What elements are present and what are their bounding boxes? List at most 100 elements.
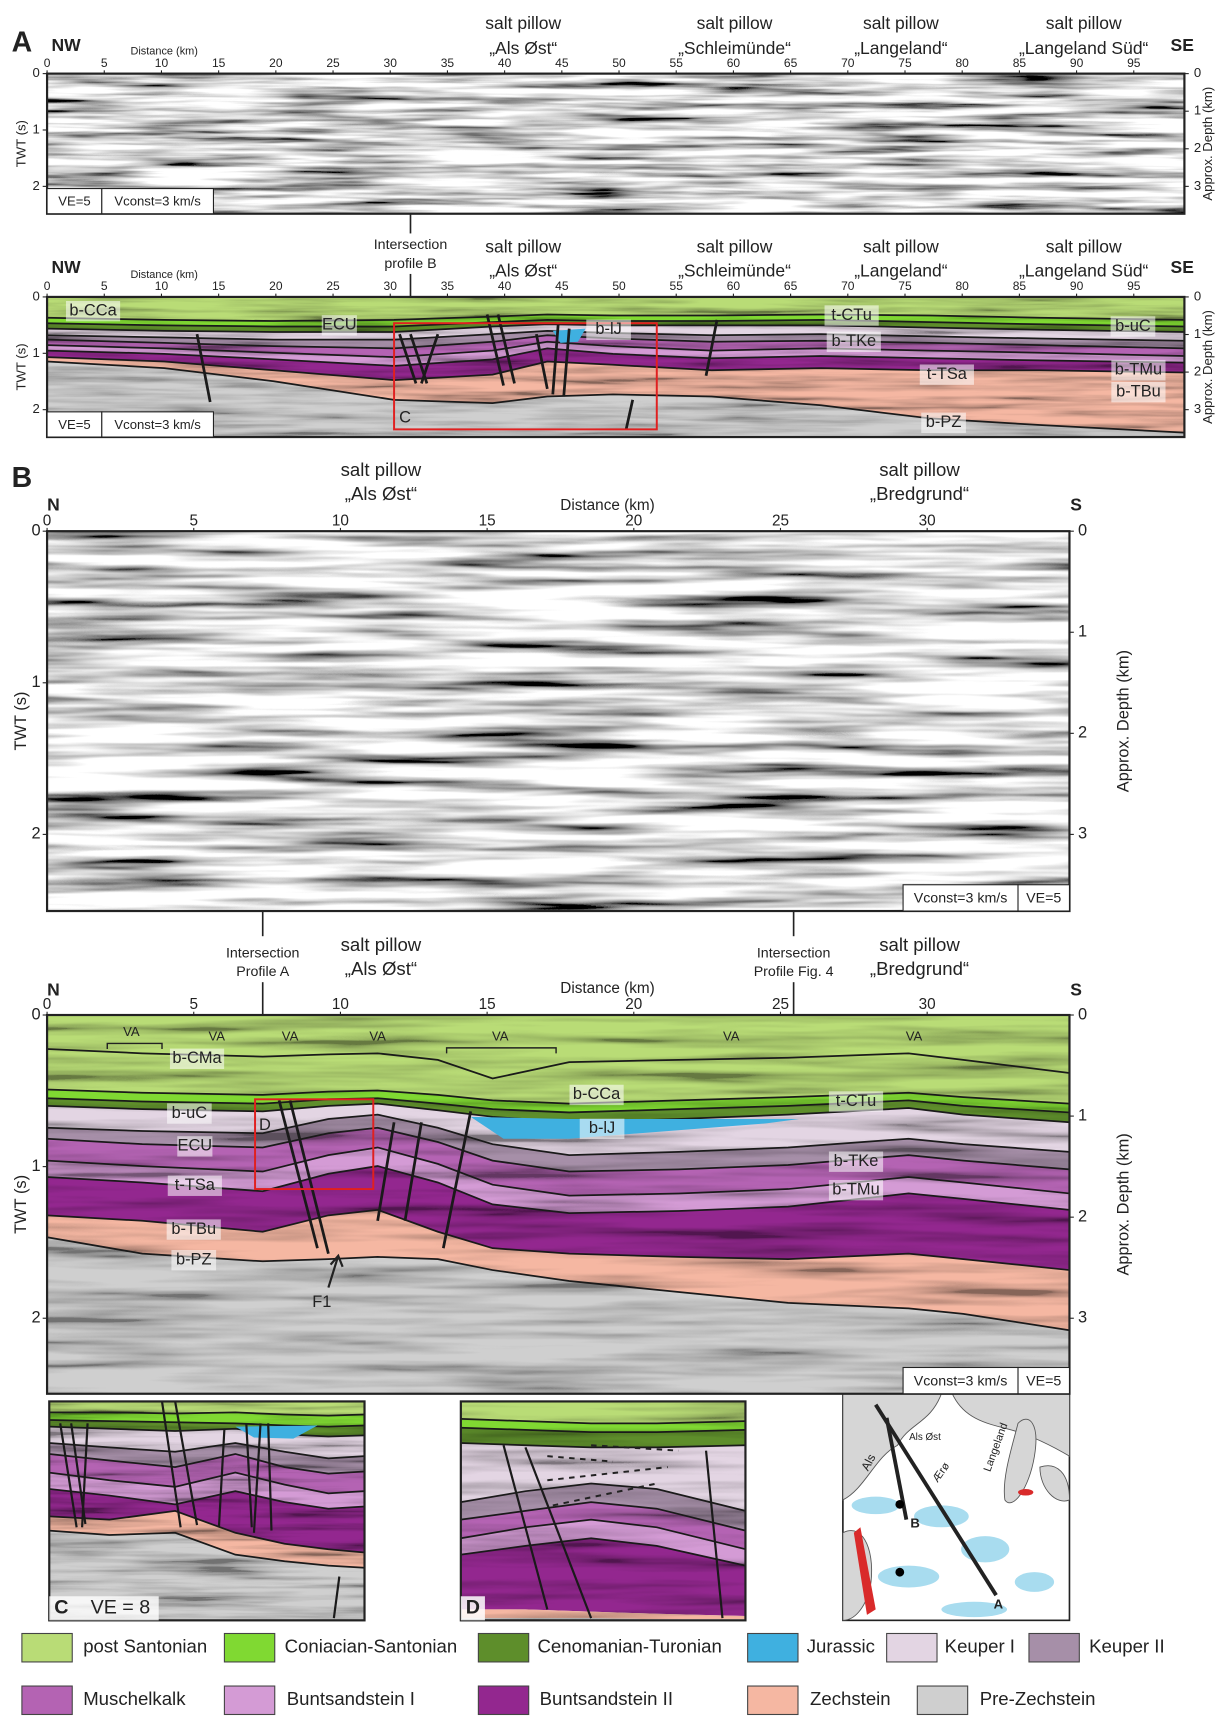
legend-swatch	[886, 1632, 938, 1663]
label-bg	[1110, 316, 1156, 337]
legend-label: Cenomanian-Turonian	[537, 1636, 721, 1657]
horizon-line	[49, 1529, 365, 1569]
salt-pillow-name: „Bredgrund“	[870, 958, 969, 979]
x-tick-label: 90	[1070, 279, 1084, 293]
salt-pillow-title: salt pillow	[1046, 13, 1122, 33]
x-tick-label: 50	[612, 56, 626, 70]
x-tick-label: 70	[841, 56, 855, 70]
zoom-box	[254, 1098, 375, 1191]
interpreted-section	[47, 296, 1185, 438]
fault	[398, 333, 418, 384]
label-bg	[826, 331, 881, 352]
x-tick-label: 85	[1013, 56, 1027, 70]
salt-pillow-name: „Als Øst“	[345, 483, 417, 504]
label-bg	[65, 300, 121, 322]
y2-axis-title: Approx. Depth (km)	[1115, 1133, 1133, 1275]
fault	[562, 328, 571, 397]
x-tick-label: 95	[1127, 279, 1141, 293]
frame	[45, 530, 1071, 913]
legend-swatch	[21, 1632, 73, 1663]
dashed-reflector	[591, 1444, 679, 1452]
label-bg	[586, 319, 631, 340]
fault	[288, 1100, 330, 1254]
info-box	[101, 411, 215, 438]
facies-label: VA	[492, 1028, 509, 1043]
horizon-line	[47, 313, 1185, 322]
frame	[45, 295, 1186, 439]
legend-label: post Santonian	[83, 1636, 207, 1657]
facies-label: VA	[208, 1028, 225, 1043]
island	[1039, 1465, 1070, 1502]
salt-pillow-title: salt pillow	[863, 13, 939, 33]
x-tick-label: 35	[441, 279, 455, 293]
y2-tick-label: 0	[1194, 65, 1201, 80]
label-bg	[921, 412, 966, 433]
info-text: VE=5	[1026, 1373, 1061, 1389]
x-tick-label: 40	[498, 279, 512, 293]
x-tick-label: 40	[498, 56, 512, 70]
horizon-label: b-PZ	[176, 1251, 212, 1269]
salt-pillow-name: „Bredgrund“	[870, 483, 969, 504]
x-tick-label: 90	[1070, 56, 1084, 70]
jurassic-lens	[470, 1116, 800, 1139]
horizon-label: t-TSa	[175, 1176, 216, 1194]
horizon-label: b-TBu	[1116, 382, 1161, 400]
y2-tick-label: 1	[1078, 1106, 1087, 1124]
label-bg	[169, 1048, 225, 1069]
intersection-label: Profile A	[236, 964, 289, 980]
salt-pillow-title: salt pillow	[697, 13, 773, 33]
horizon-line	[47, 1048, 1070, 1080]
horizon-label: b-TMu	[1115, 361, 1162, 379]
legend-swatch	[916, 1685, 969, 1716]
x-tick-label: 10	[332, 512, 349, 529]
x-tick-label: 5	[189, 512, 198, 529]
horizon-line	[49, 1453, 365, 1475]
y-tick-label: 0	[32, 1005, 41, 1023]
label-bg	[828, 1151, 884, 1172]
salt-pillow-name: „Als Øst“	[489, 38, 557, 58]
fault	[624, 399, 635, 430]
salt-structure	[914, 1505, 969, 1528]
info-box	[902, 1366, 1019, 1395]
zoom-box	[393, 322, 658, 431]
y2-tick-label: 0	[1194, 288, 1201, 303]
intersection-label: Intersection	[374, 237, 448, 253]
label-bg	[824, 305, 879, 326]
label-bg	[171, 1250, 217, 1271]
x-tick-label: 15	[479, 512, 496, 529]
salt-pillow-title: salt pillow	[485, 13, 561, 33]
direction: S	[1070, 495, 1082, 515]
horizon-line	[47, 323, 1185, 333]
horizon-line	[47, 347, 1185, 367]
y2-tick-label: 1	[1078, 623, 1087, 641]
horizon-line	[47, 1146, 1070, 1197]
y2-axis-title: Approx. Depth (km)	[1200, 87, 1215, 201]
x-axis-title: Distance (km)	[130, 269, 197, 281]
label-bg	[1111, 381, 1166, 403]
horizon-line	[460, 1482, 746, 1512]
x-tick-label: 60	[727, 279, 741, 293]
horizon-label: b-uC	[172, 1104, 208, 1122]
inset-label: D	[466, 1597, 480, 1619]
direction: N	[47, 980, 60, 1000]
fault	[217, 1428, 226, 1528]
horizon-label: b-CCa	[69, 301, 117, 319]
legend-swatch	[1028, 1632, 1080, 1663]
inset-label: C	[54, 1597, 68, 1619]
legend-label: Keuper I	[945, 1636, 1015, 1657]
x-tick-label: 85	[1013, 279, 1027, 293]
interpreted-section	[49, 1401, 365, 1621]
label-bg	[177, 1136, 213, 1157]
salt-structure	[877, 1565, 940, 1588]
x-tick-label: 15	[212, 56, 226, 70]
horizon-label: b-TKe	[831, 332, 876, 350]
x-tick-label: 10	[155, 56, 169, 70]
salt-structure	[941, 1601, 1008, 1618]
facies-label: VA	[282, 1028, 299, 1043]
label-bg	[569, 1084, 624, 1106]
fault	[267, 1423, 273, 1531]
direction: N	[47, 495, 60, 515]
fault	[245, 1423, 253, 1528]
fault	[174, 1401, 199, 1526]
